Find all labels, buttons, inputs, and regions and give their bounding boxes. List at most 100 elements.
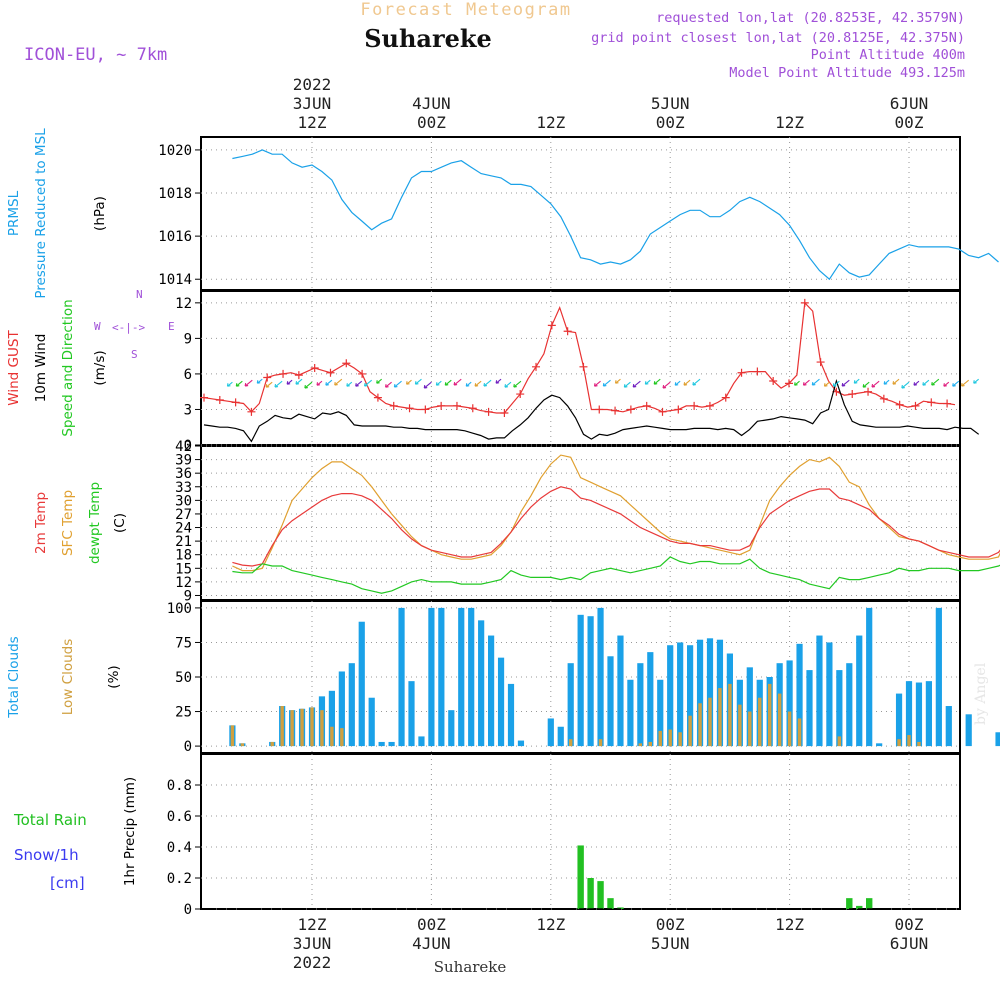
bottom-time-label: 00Z bbox=[895, 915, 924, 934]
rain-bar bbox=[866, 898, 873, 909]
gust-marker bbox=[452, 401, 461, 410]
low-cloud-bar bbox=[748, 711, 752, 747]
gust-marker bbox=[611, 406, 620, 415]
y-tick-label: 12 bbox=[175, 575, 192, 591]
footer-location: Suhareke bbox=[434, 958, 507, 976]
low-cloud-bar bbox=[678, 732, 682, 747]
wind-arrow bbox=[961, 379, 970, 387]
wind-arrow bbox=[316, 380, 323, 386]
total-cloud-bar bbox=[746, 667, 753, 747]
y-tick-label: 0.4 bbox=[167, 840, 192, 856]
wind-arrow bbox=[943, 381, 950, 387]
y-tick-label: 39 bbox=[175, 453, 192, 469]
low-cloud-bar bbox=[638, 743, 643, 747]
total-cloud-bar bbox=[667, 645, 674, 747]
total-cloud-bar bbox=[478, 620, 485, 747]
panel-precip: 0 0.2 0.4 0.6 0.8 1hr Precip (mm) Total Rain Sn… bbox=[13, 753, 961, 918]
wind-arrow bbox=[286, 379, 293, 385]
y-tick-label: 75 bbox=[175, 635, 192, 651]
bottom-time-label: 5JUN bbox=[651, 934, 690, 953]
total-cloud-bar bbox=[826, 642, 833, 747]
low-cloud-bar bbox=[698, 703, 702, 747]
y-axis-label: Low Clouds bbox=[60, 639, 76, 715]
wind-arrow bbox=[346, 381, 353, 387]
wind-arrow bbox=[376, 378, 382, 384]
y-axis-label: (%) bbox=[106, 665, 122, 688]
wind-arrow bbox=[226, 381, 233, 387]
gust-marker bbox=[326, 368, 335, 377]
low-cloud-bar bbox=[598, 739, 603, 747]
gust-marker bbox=[484, 407, 493, 416]
y-tick-label: 1016 bbox=[158, 229, 192, 245]
total-cloud-bar bbox=[418, 736, 425, 747]
y-tick-label: 3 bbox=[184, 402, 192, 418]
grid-point-coords: grid point closest lon,lat (20.8125E, 42… bbox=[591, 30, 965, 46]
bottom-time-label: 12Z bbox=[775, 915, 804, 934]
wind-arrow bbox=[385, 381, 392, 388]
bottom-time-label: 00Z bbox=[656, 915, 685, 934]
rain-bar bbox=[597, 881, 604, 909]
y-tick-label: 100 bbox=[167, 601, 192, 617]
low-cloud-bar bbox=[738, 704, 742, 747]
wind-arrow bbox=[256, 378, 263, 384]
top-time-label: 6JUN bbox=[890, 94, 929, 113]
y-tick-label: 12 bbox=[175, 296, 192, 312]
total-cloud-bar bbox=[577, 614, 584, 747]
total-cloud-bar bbox=[657, 679, 664, 747]
wind-arrow bbox=[504, 381, 512, 388]
wind-arrow bbox=[435, 380, 442, 386]
gust-marker bbox=[547, 321, 556, 330]
y-tick-label: 25 bbox=[175, 705, 192, 721]
wind-arrow bbox=[853, 378, 860, 384]
top-time-label: 3JUN bbox=[293, 94, 332, 113]
total-cloud-bar bbox=[786, 660, 793, 747]
gust-marker bbox=[800, 298, 809, 307]
total-cloud-bar bbox=[945, 706, 952, 747]
y-axis-label: (m/s) bbox=[92, 350, 108, 385]
y-tick-label: 33 bbox=[175, 480, 192, 496]
total-cloud-bar bbox=[438, 607, 445, 747]
compass-e: E bbox=[168, 320, 175, 333]
panel-frame bbox=[200, 136, 961, 291]
wind-arrow bbox=[802, 379, 810, 386]
product-title: Forecast Meteogram bbox=[360, 0, 571, 20]
total-cloud-bar bbox=[647, 652, 654, 747]
top-time-label: 2022 bbox=[293, 75, 332, 94]
gust-marker bbox=[342, 359, 351, 368]
point-altitude: Point Altitude 400m bbox=[811, 47, 965, 63]
gust-marker bbox=[784, 379, 793, 388]
y-tick-label: 18 bbox=[175, 548, 192, 564]
wind-arrow bbox=[841, 379, 850, 387]
total-cloud-bar bbox=[925, 681, 932, 747]
snow-legend: Snow/1h bbox=[14, 846, 79, 864]
gust-marker bbox=[595, 405, 604, 414]
total-cloud-bar bbox=[488, 635, 495, 747]
gust-marker bbox=[753, 367, 762, 376]
low-cloud-bar bbox=[240, 743, 245, 747]
compass-arrows: <-|-> bbox=[112, 321, 145, 334]
wind-arrow bbox=[513, 380, 522, 388]
wind-arrow bbox=[295, 378, 303, 385]
gust-marker bbox=[816, 358, 825, 367]
low-cloud-bar bbox=[310, 707, 314, 747]
gust-marker bbox=[895, 400, 904, 409]
gust-marker bbox=[247, 407, 256, 416]
y-tick-label: 30 bbox=[175, 493, 192, 509]
total-cloud-bar bbox=[448, 710, 455, 747]
y-tick-label: 27 bbox=[175, 507, 192, 523]
panel-clouds: 0 25 50 75 100 Total Clouds Low Clouds (%) bbox=[6, 600, 1000, 755]
gust-marker bbox=[642, 401, 651, 410]
wind-arrow bbox=[235, 380, 243, 387]
y-tick-label: 24 bbox=[175, 521, 192, 537]
y-tick-label: 36 bbox=[175, 466, 192, 482]
total-cloud-bar bbox=[915, 682, 923, 747]
gust-marker bbox=[690, 401, 699, 410]
low-cloud-bar bbox=[320, 710, 324, 747]
wind-arrow bbox=[653, 378, 661, 385]
total-cloud-bar bbox=[866, 607, 873, 747]
y-tick-label: 0.8 bbox=[167, 778, 192, 794]
gust-marker bbox=[468, 404, 477, 413]
